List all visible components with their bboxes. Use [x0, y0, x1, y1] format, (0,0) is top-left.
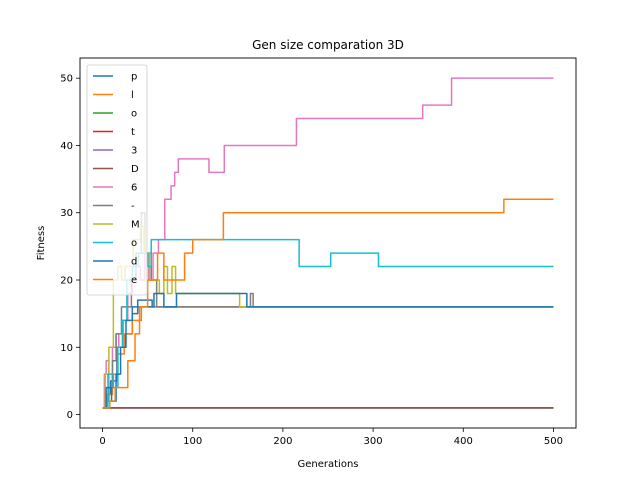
- chart-title: Gen size comparation 3D: [252, 38, 404, 52]
- y-tick-label: 40: [60, 141, 73, 152]
- legend-label-5: D: [131, 164, 139, 175]
- legend-label-8: M: [131, 220, 140, 231]
- y-axis: 0 10 20 30 40 50: [60, 74, 80, 421]
- legend-label-7: -: [131, 201, 135, 212]
- axes-frame: [79, 57, 577, 429]
- y-tick-label: 30: [60, 208, 73, 219]
- x-axis: 0 100 200 300 400 500: [99, 428, 563, 447]
- legend-label-6: 6: [131, 183, 137, 194]
- legend-box: [86, 64, 148, 296]
- y-axis-label: Fitness: [36, 226, 47, 261]
- legend-label-4: 3: [131, 146, 137, 157]
- y-tick-label: 50: [60, 74, 73, 85]
- series-line-11: [102, 198, 554, 409]
- series-line-10: [102, 292, 554, 409]
- legend-label-9: o: [131, 238, 137, 249]
- x-axis-label: Generations: [298, 459, 359, 470]
- legend-label-1: l: [131, 90, 134, 101]
- legend-label-0: p: [131, 72, 137, 83]
- y-tick-label: 20: [60, 276, 73, 287]
- legend-label-3: t: [131, 127, 135, 138]
- y-tick-label: 0: [67, 410, 73, 421]
- x-tick-label: 500: [544, 436, 563, 447]
- legend-label-2: o: [131, 109, 137, 120]
- x-tick-label: 300: [364, 436, 383, 447]
- x-tick-label: 200: [273, 436, 292, 447]
- x-tick-label: 0: [99, 436, 105, 447]
- legend-label-11: e: [131, 275, 137, 286]
- x-tick-label: 400: [454, 436, 473, 447]
- x-tick-label: 100: [183, 436, 202, 447]
- y-tick-label: 10: [60, 343, 73, 354]
- legend-label-10: d: [131, 257, 137, 268]
